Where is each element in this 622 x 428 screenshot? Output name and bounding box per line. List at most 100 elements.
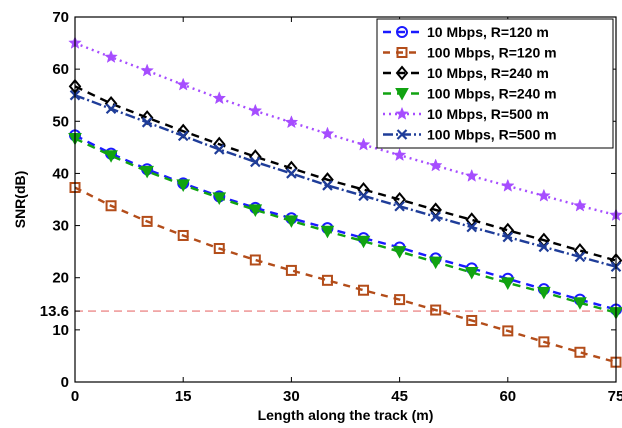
- series-line: [74, 137, 617, 314]
- data-point: [140, 63, 154, 77]
- data-point: [212, 192, 227, 205]
- legend-box: [376, 18, 614, 149]
- data-point: [212, 91, 227, 105]
- x-tick-label: 15: [175, 388, 192, 405]
- data-point: [574, 346, 586, 358]
- legend-label: 100 Mbps, R=500 m: [427, 127, 557, 143]
- data-point: [105, 200, 117, 212]
- legend-marker: [396, 26, 408, 38]
- data-point: [464, 267, 479, 280]
- data-point: [464, 168, 479, 182]
- data-point: [356, 137, 371, 151]
- y-axis-title: SNR(dB): [12, 171, 28, 229]
- legend-marker: [395, 106, 409, 120]
- series-line: [74, 94, 617, 268]
- data-point: [213, 243, 225, 255]
- series-line: [74, 186, 617, 364]
- data-point: [537, 188, 551, 202]
- data-point: [500, 178, 515, 192]
- data-point: [538, 241, 550, 253]
- legend-entry: 10 Mbps, R=240 m: [383, 65, 549, 81]
- data-point: [284, 115, 299, 129]
- data-point: [320, 126, 335, 140]
- legend-entry: 10 Mbps, R=500 m: [383, 106, 549, 122]
- legend-label: 10 Mbps, R=500 m: [427, 106, 549, 122]
- data-point: [573, 297, 587, 310]
- x-tick-label: 60: [499, 388, 516, 405]
- y-tick-label: 70: [52, 9, 69, 26]
- legend-label: 100 Mbps, R=240 m: [427, 86, 557, 102]
- data-point: [394, 294, 406, 306]
- y-tick-label: 30: [52, 218, 69, 235]
- legend-entry: 100 Mbps, R=240 m: [383, 86, 557, 102]
- data-point: [249, 254, 261, 266]
- y-tick-label-extra: 13.6: [40, 303, 69, 320]
- x-tick-label: 0: [71, 388, 79, 405]
- data-point: [466, 221, 478, 233]
- data-point: [356, 235, 371, 249]
- data-point: [394, 201, 405, 212]
- legend-marker: [395, 65, 409, 81]
- data-point: [537, 286, 551, 300]
- y-tick-label: 50: [52, 113, 69, 130]
- data-point: [322, 180, 333, 191]
- legend-marker: [396, 129, 408, 140]
- data-point: [538, 336, 550, 348]
- y-tick-label: 40: [52, 165, 69, 182]
- y-tick-label: 0: [61, 374, 69, 391]
- data-point: [574, 251, 586, 263]
- data-point: [104, 150, 118, 163]
- legend-marker: [395, 88, 409, 101]
- data-point: [105, 103, 117, 115]
- y-tick-label: 20: [52, 270, 69, 287]
- legend-entry: 10 Mbps, R=120 m: [383, 24, 549, 40]
- legend-entry: 100 Mbps, R=120 m: [383, 45, 557, 61]
- data-point: [177, 229, 189, 241]
- data-point: [141, 215, 153, 227]
- data-point: [358, 190, 369, 202]
- data-point: [248, 103, 263, 117]
- data-point: [502, 325, 514, 337]
- data-point: [140, 165, 154, 179]
- x-tick-label: 75: [608, 388, 622, 405]
- data-point: [502, 231, 514, 243]
- data-point: [358, 284, 370, 296]
- data-point: [141, 117, 153, 128]
- data-point: [430, 211, 441, 222]
- legend-entry: 100 Mbps, R=500 m: [383, 127, 557, 143]
- data-point: [428, 256, 443, 270]
- data-point: [104, 49, 118, 63]
- y-tick-label: 60: [52, 61, 69, 78]
- x-tick-label: 45: [391, 388, 408, 405]
- data-point: [320, 225, 335, 239]
- data-point: [428, 158, 443, 172]
- data-point: [250, 156, 261, 168]
- data-point: [248, 204, 263, 217]
- legend-marker: [396, 47, 408, 58]
- legend-label: 10 Mbps, R=240 m: [427, 65, 549, 81]
- data-point: [392, 246, 407, 259]
- data-point: [573, 198, 587, 212]
- data-point: [284, 215, 299, 228]
- series-line: [74, 41, 617, 217]
- data-point: [176, 77, 191, 91]
- series-line: [74, 134, 617, 311]
- data-point: [213, 144, 225, 155]
- data-point: [286, 168, 297, 179]
- series-4: [68, 132, 622, 320]
- data-point: [430, 304, 442, 316]
- data-point: [176, 179, 191, 192]
- legend-label: 10 Mbps, R=120 m: [427, 24, 549, 40]
- data-point: [321, 274, 333, 286]
- data-point: [392, 147, 407, 161]
- data-point: [177, 130, 189, 142]
- legend-label: 100 Mbps, R=120 m: [427, 45, 557, 61]
- y-tick-label: 10: [52, 322, 69, 339]
- data-point: [285, 264, 297, 276]
- x-axis-title: Length along the track (m): [258, 407, 434, 423]
- data-point: [500, 277, 515, 290]
- data-point: [466, 314, 478, 326]
- x-tick-label: 30: [283, 388, 300, 405]
- plot-frame: [74, 16, 617, 383]
